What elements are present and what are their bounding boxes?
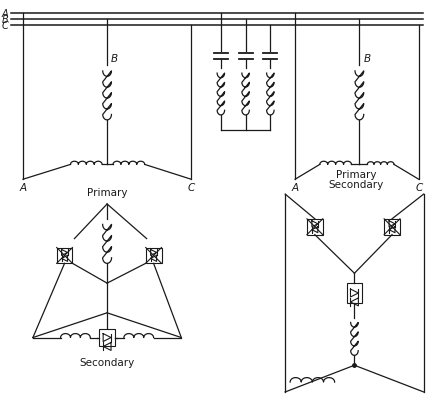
Text: Primary: Primary — [87, 188, 127, 198]
Text: B: B — [111, 53, 118, 64]
Text: A: A — [292, 183, 299, 193]
Bar — [346, 284, 362, 303]
Bar — [307, 219, 323, 235]
Bar — [57, 248, 73, 264]
Text: C: C — [1, 21, 8, 31]
Text: Secondary: Secondary — [329, 180, 384, 190]
Text: C: C — [187, 183, 195, 193]
Text: A: A — [19, 183, 26, 193]
Bar — [99, 329, 115, 347]
Text: Primary: Primary — [336, 170, 377, 180]
Bar — [384, 219, 400, 235]
Bar — [146, 248, 162, 264]
Text: Secondary: Secondary — [79, 358, 135, 367]
Text: B: B — [363, 53, 371, 64]
Text: A: A — [2, 9, 8, 19]
Text: B: B — [1, 15, 8, 25]
Text: C: C — [415, 183, 422, 193]
